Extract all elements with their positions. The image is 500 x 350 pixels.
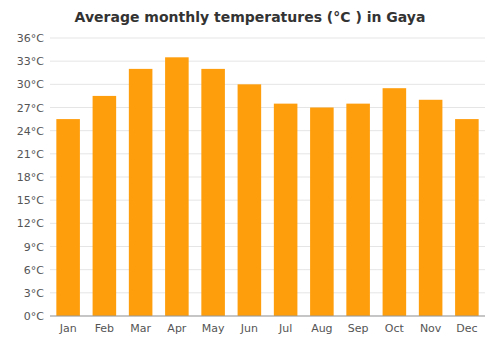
y-tick-label: 15°C bbox=[17, 194, 44, 207]
x-tick-label: Jan bbox=[59, 322, 77, 335]
page: {"chart_data": {"type": "bar", "title": … bbox=[0, 0, 500, 350]
bar bbox=[383, 88, 407, 316]
x-tick-label: Jul bbox=[278, 322, 292, 335]
x-axis-line bbox=[50, 316, 485, 317]
y-tick-label: 36°C bbox=[17, 32, 44, 45]
bar bbox=[56, 119, 80, 316]
grid bbox=[50, 38, 485, 316]
grid-line bbox=[50, 61, 485, 62]
x-tick-label: Jun bbox=[240, 322, 258, 335]
bar bbox=[238, 84, 262, 316]
bars bbox=[56, 57, 478, 316]
y-tick-label: 21°C bbox=[17, 148, 44, 161]
bar bbox=[346, 104, 370, 316]
bar bbox=[274, 104, 298, 316]
y-tick-label: 12°C bbox=[17, 217, 44, 230]
bar bbox=[201, 69, 225, 316]
bar bbox=[129, 69, 153, 316]
y-tick-label: 33°C bbox=[17, 55, 44, 68]
x-tick-label: Nov bbox=[420, 322, 442, 335]
x-tick-label: Mar bbox=[130, 322, 151, 335]
x-tick-label: Feb bbox=[95, 322, 114, 335]
bar bbox=[455, 119, 479, 316]
y-tick-label: 0°C bbox=[24, 310, 44, 323]
x-tick-label: May bbox=[202, 322, 225, 335]
title: Average monthly temperatures (°C ) in Ga… bbox=[75, 9, 426, 25]
y-tick-label: 24°C bbox=[17, 125, 44, 138]
grid-line bbox=[50, 84, 485, 85]
x-tick-label: Dec bbox=[456, 322, 477, 335]
y-tick-label: 18°C bbox=[17, 171, 44, 184]
bar bbox=[165, 57, 189, 316]
grid-line bbox=[50, 316, 485, 317]
grid-line bbox=[50, 38, 485, 39]
bar bbox=[419, 100, 443, 316]
y-tick-label: 27°C bbox=[17, 102, 44, 115]
chart: Average monthly temperatures (°C ) in Ga… bbox=[0, 0, 500, 350]
y-tick-label: 30°C bbox=[17, 78, 44, 91]
x-tick-label: Oct bbox=[385, 322, 405, 335]
x-tick-label: Apr bbox=[167, 322, 187, 335]
x-tick-label: Sep bbox=[348, 322, 369, 335]
bar bbox=[93, 96, 117, 316]
chart-container: Average monthly temperatures (°C ) in Ga… bbox=[0, 0, 500, 350]
x-axis: Jan Feb Mar Apr May Jun Jul Aug Sep Oct Nov Dec bbox=[59, 322, 478, 335]
y-axis: 0°C 3°C 6°C 9°C 12°C 15°C 18°C 21°C 24°C 27°C 30°C… bbox=[17, 32, 44, 323]
y-tick-label: 3°C bbox=[24, 287, 44, 300]
y-tick-label: 9°C bbox=[24, 241, 44, 254]
y-tick-label: 6°C bbox=[24, 264, 44, 277]
bar bbox=[310, 108, 334, 317]
x-tick-label: Aug bbox=[311, 322, 332, 335]
